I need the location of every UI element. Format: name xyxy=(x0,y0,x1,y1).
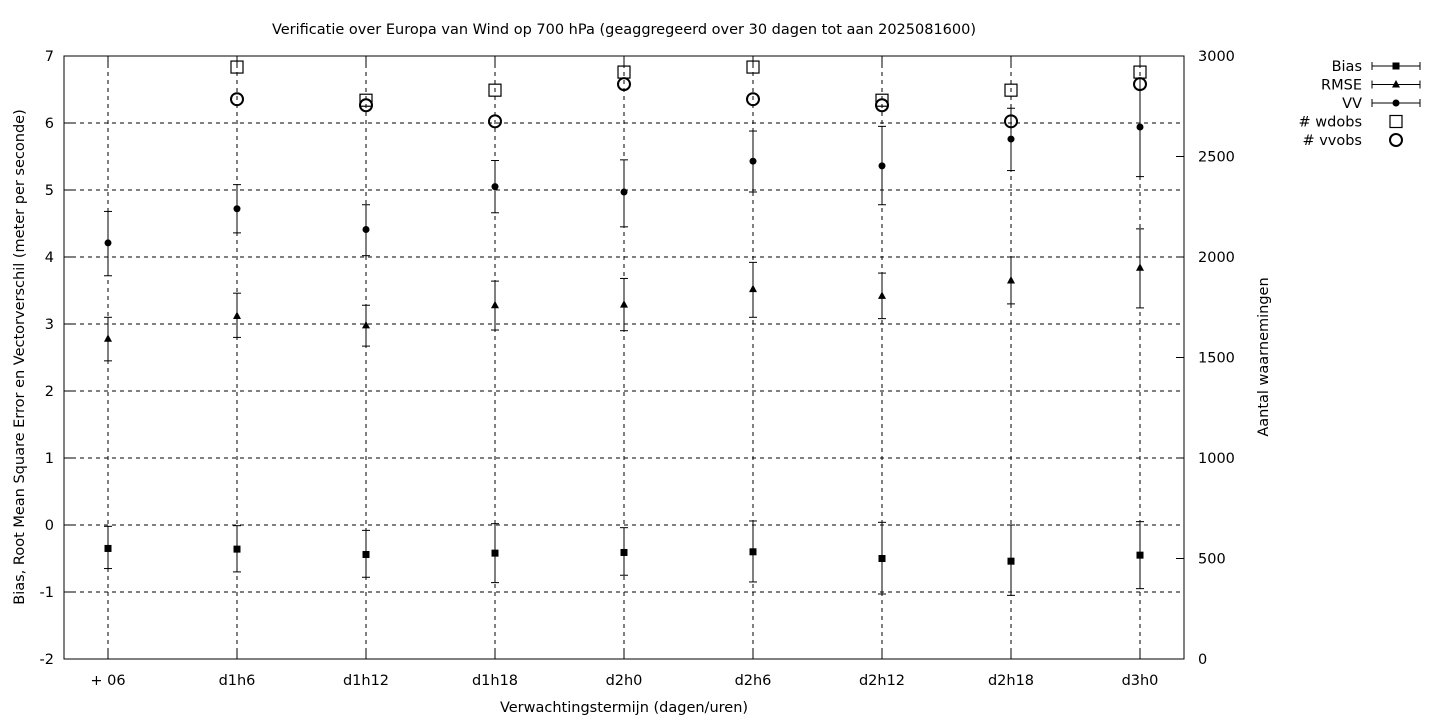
y2-tick-label: 3000 xyxy=(1198,49,1235,65)
legend-marker-bias xyxy=(1392,62,1400,70)
point-vv xyxy=(878,162,886,170)
point-bias xyxy=(749,548,757,556)
point-wdobs xyxy=(488,83,502,97)
y-tick-label: 3 xyxy=(45,317,54,333)
x-tick-label: + 06 xyxy=(90,673,125,689)
y2-tick-label: 1000 xyxy=(1198,451,1235,467)
point-vv xyxy=(749,157,757,165)
y-axis-label: Bias, Root Mean Square Error en Vectorve… xyxy=(12,109,28,604)
point-vvobs xyxy=(1133,77,1147,92)
x-axis-label: Verwachtingstermijn (dagen/uren) xyxy=(500,700,748,716)
y-tick-label: 5 xyxy=(45,183,54,199)
legend-label-rmse: RMSE xyxy=(1321,78,1362,94)
point-rmse xyxy=(749,284,757,293)
y2-tick-label: 2500 xyxy=(1198,150,1235,166)
y2-axis-label: Aantal waarnemingen xyxy=(1256,277,1272,436)
point-vvobs xyxy=(617,77,631,92)
point-wdobs xyxy=(746,60,760,74)
point-vv xyxy=(362,226,370,234)
point-wdobs xyxy=(875,93,889,107)
point-rmse xyxy=(104,334,112,342)
point-bias xyxy=(233,545,241,553)
x-tick-label: d2h18 xyxy=(988,673,1034,689)
legend-label-bias: Bias xyxy=(1332,59,1362,75)
y2-tick-label: 500 xyxy=(1198,552,1226,568)
x-tick-label: d2h12 xyxy=(859,673,905,689)
legend-marker-wdobs xyxy=(1389,114,1403,129)
legend-label-vvobs: # vvobs xyxy=(1302,133,1362,149)
y2-tick-label: 0 xyxy=(1198,652,1207,668)
point-rmse xyxy=(1136,263,1144,271)
x-tick-label: d1h6 xyxy=(219,673,256,689)
point-wdobs xyxy=(1004,83,1018,97)
x-tick-label: d2h0 xyxy=(606,673,643,689)
point-vv xyxy=(491,183,499,191)
legend-label-wdobs: # wdobs xyxy=(1299,115,1362,131)
point-vvobs xyxy=(746,92,760,107)
legend: Bias RMSE VV # wdobs # vvobs xyxy=(1299,59,1421,149)
chart-title: Verificatie over Europa van Wind op 700 … xyxy=(272,22,976,38)
point-rmse xyxy=(491,300,499,309)
axis-ticks: -2 -1 0 1 2 3 4 5 6 7 0 500 1000 1500 2000 2500 3000 + 06… xyxy=(40,49,1235,689)
point-bias xyxy=(491,549,499,557)
point-bias xyxy=(620,548,628,556)
x-tick-label: d1h18 xyxy=(472,673,518,689)
y-tick-label: 1 xyxy=(45,451,54,467)
y-tick-label: 2 xyxy=(45,384,54,400)
point-wdobs xyxy=(359,93,373,107)
point-rmse xyxy=(1007,275,1015,284)
legend-marker-vv xyxy=(1392,99,1400,107)
y2-tick-label: 2000 xyxy=(1198,250,1235,266)
point-vv xyxy=(233,205,241,213)
point-vv xyxy=(104,239,112,247)
point-bias xyxy=(362,550,370,558)
legend-label-vv: VV xyxy=(1342,96,1362,112)
point-wdobs xyxy=(230,60,244,74)
x-tick-label: d2h6 xyxy=(735,673,772,689)
point-rmse xyxy=(362,320,370,329)
point-rmse xyxy=(878,291,886,299)
y-tick-label: 0 xyxy=(45,518,54,534)
point-vv xyxy=(1007,135,1015,143)
point-bias xyxy=(878,555,886,562)
data-marks xyxy=(104,60,1147,596)
point-bias xyxy=(104,544,112,552)
point-vvobs xyxy=(875,98,889,113)
point-bias xyxy=(1136,551,1144,559)
y-tick-label: 4 xyxy=(45,250,54,266)
point-vvobs xyxy=(488,114,502,129)
legend-marker-vvobs xyxy=(1389,133,1403,147)
point-vv xyxy=(1136,123,1144,131)
point-bias xyxy=(1007,557,1015,565)
y-tick-label: 7 xyxy=(45,49,54,65)
point-vvobs xyxy=(230,92,244,107)
x-tick-label: d1h12 xyxy=(343,673,389,689)
point-rmse xyxy=(233,311,241,319)
y-tick-label: -1 xyxy=(40,585,54,601)
y-tick-label: 6 xyxy=(45,116,54,132)
x-tick-label: d3h0 xyxy=(1122,673,1159,689)
y2-tick-label: 1500 xyxy=(1198,351,1235,367)
point-vvobs xyxy=(359,98,373,113)
point-rmse xyxy=(620,300,628,308)
point-vvobs xyxy=(1004,114,1018,129)
point-vv xyxy=(620,188,628,196)
legend-marker-rmse xyxy=(1392,80,1400,88)
y-tick-label: -2 xyxy=(40,652,54,668)
